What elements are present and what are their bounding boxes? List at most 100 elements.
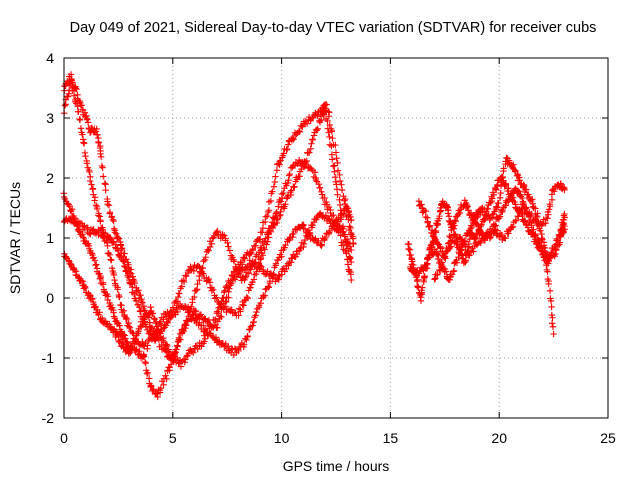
data-point bbox=[341, 233, 349, 240]
data-point bbox=[473, 220, 481, 228]
data-point bbox=[431, 235, 438, 242]
data-point bbox=[422, 261, 430, 269]
data-point bbox=[347, 224, 354, 232]
data-point bbox=[519, 194, 526, 202]
data-point bbox=[91, 303, 98, 310]
data-point bbox=[283, 145, 291, 153]
data-point bbox=[240, 341, 248, 348]
data-point bbox=[146, 328, 153, 335]
data-point bbox=[414, 276, 421, 284]
data-point bbox=[334, 191, 341, 198]
data-point bbox=[104, 242, 111, 250]
data-point bbox=[120, 258, 127, 265]
data-point bbox=[450, 267, 458, 275]
data-point bbox=[202, 254, 209, 261]
data-point bbox=[188, 348, 196, 355]
data-point bbox=[89, 185, 97, 192]
data-point bbox=[299, 123, 306, 130]
data-point bbox=[550, 246, 558, 254]
data-point bbox=[418, 201, 425, 208]
data-point bbox=[117, 336, 125, 343]
axis-ticks: 0 5 10 15 20 25 -2 -1 0 1 2 3 4 bbox=[42, 50, 616, 446]
data-point bbox=[434, 255, 442, 263]
data-point bbox=[136, 304, 143, 311]
data-point bbox=[296, 128, 303, 135]
data-point bbox=[197, 311, 205, 318]
data-point bbox=[208, 240, 215, 247]
data-point bbox=[512, 167, 519, 174]
data-point bbox=[69, 79, 76, 86]
data-point bbox=[347, 229, 355, 237]
data-point bbox=[444, 203, 451, 211]
data-point bbox=[548, 303, 555, 311]
data-point bbox=[405, 245, 412, 253]
data-point bbox=[272, 173, 279, 180]
x-tick-label: 10 bbox=[274, 430, 290, 446]
data-point bbox=[240, 302, 247, 309]
data-point bbox=[174, 308, 181, 316]
data-point bbox=[163, 375, 170, 383]
data-point bbox=[184, 318, 192, 325]
series-track-8 bbox=[415, 185, 568, 262]
data-point bbox=[196, 263, 203, 271]
data-point bbox=[328, 217, 336, 224]
data-point bbox=[470, 248, 477, 255]
data-point bbox=[435, 251, 442, 259]
data-point bbox=[532, 232, 539, 239]
data-point bbox=[178, 283, 186, 290]
data-point bbox=[123, 268, 131, 275]
data-point bbox=[123, 315, 131, 323]
data-point bbox=[110, 271, 118, 279]
data-point bbox=[257, 235, 264, 243]
data-point bbox=[561, 210, 568, 218]
data-point bbox=[122, 267, 130, 274]
data-point bbox=[267, 228, 275, 236]
data-point bbox=[456, 209, 463, 217]
data-point bbox=[339, 225, 347, 232]
data-point bbox=[331, 168, 338, 175]
data-point bbox=[302, 159, 309, 166]
data-point bbox=[88, 181, 95, 188]
data-point bbox=[87, 230, 94, 238]
data-point bbox=[516, 177, 523, 184]
data-point bbox=[280, 150, 287, 157]
data-point bbox=[270, 183, 278, 190]
data-point bbox=[120, 341, 127, 348]
data-point bbox=[97, 274, 105, 282]
data-point bbox=[321, 102, 328, 109]
data-point bbox=[164, 342, 171, 350]
data-point bbox=[491, 223, 498, 230]
data-point bbox=[454, 238, 461, 245]
data-point bbox=[137, 308, 145, 315]
data-point bbox=[196, 312, 204, 319]
data-point bbox=[318, 241, 326, 248]
data-point bbox=[547, 297, 555, 305]
data-point bbox=[178, 327, 186, 335]
data-point bbox=[493, 203, 500, 210]
data-point bbox=[468, 223, 476, 231]
data-point bbox=[100, 233, 107, 241]
data-point bbox=[85, 230, 93, 237]
data-point bbox=[118, 245, 125, 253]
data-point bbox=[346, 268, 353, 275]
data-point bbox=[332, 149, 340, 156]
data-point bbox=[235, 312, 242, 319]
data-point bbox=[545, 280, 552, 288]
chart-title: Day 049 of 2021, Sidereal Day-to-day VTE… bbox=[70, 20, 597, 36]
data-point bbox=[521, 217, 529, 225]
data-point bbox=[183, 317, 190, 324]
data-point bbox=[174, 293, 182, 301]
data-point bbox=[127, 280, 134, 287]
data-point bbox=[436, 267, 444, 274]
data-point bbox=[284, 141, 292, 148]
data-point bbox=[495, 199, 502, 207]
data-point bbox=[422, 207, 430, 215]
data-point bbox=[482, 212, 489, 219]
data-point bbox=[282, 201, 289, 208]
data-point bbox=[224, 343, 232, 350]
data-point bbox=[147, 331, 155, 338]
data-point bbox=[322, 212, 330, 219]
data-point bbox=[99, 281, 107, 288]
data-point bbox=[532, 205, 539, 212]
data-point bbox=[426, 222, 434, 229]
